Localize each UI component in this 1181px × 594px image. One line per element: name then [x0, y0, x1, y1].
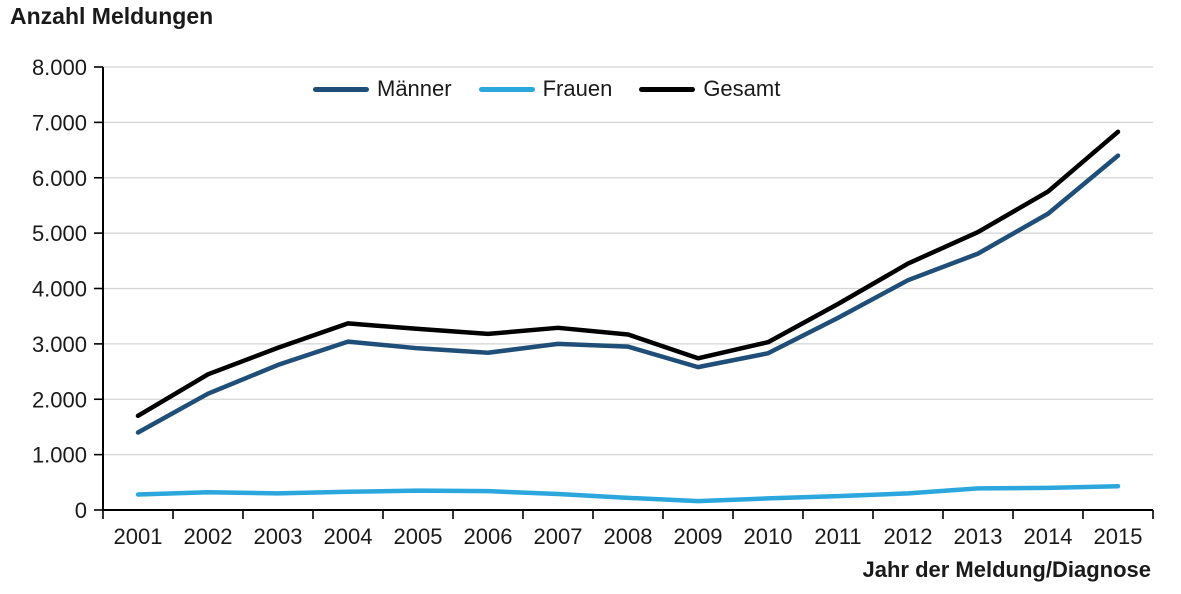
x-axis-title: Jahr der Meldung/Diagnose — [862, 557, 1152, 582]
y-tick-label: 2.000 — [32, 387, 87, 412]
x-tick-label: 2004 — [324, 524, 373, 549]
legend-item-gesamt: Gesamt — [639, 76, 780, 102]
y-tick-label: 5.000 — [32, 221, 87, 246]
series-line-gesamt — [135, 129, 1121, 419]
x-tick-label: 2009 — [674, 524, 723, 549]
legend-label: Frauen — [542, 76, 613, 101]
x-tick-label: 2011 — [814, 524, 861, 549]
y-tick-label: 8.000 — [32, 55, 87, 80]
x-tick-label: 2013 — [954, 524, 1003, 549]
legend-line-swatch-icon — [639, 86, 696, 92]
y-tick-label: 4.000 — [32, 277, 87, 302]
x-tick-label: 2006 — [464, 524, 513, 549]
x-tick-label: 2012 — [884, 524, 933, 549]
y-tick-label: 6.000 — [32, 166, 87, 191]
x-tick-label: 2005 — [394, 524, 443, 549]
legend-label: Gesamt — [703, 76, 781, 101]
legend-line-swatch-icon — [478, 86, 535, 92]
x-tick-label: 2003 — [254, 524, 303, 549]
legend-item-frauen: Frauen — [478, 76, 613, 102]
series-line-frauen — [135, 483, 1121, 504]
legend-label: Männer — [377, 76, 452, 101]
y-tick-label: 0 — [75, 498, 87, 523]
legend-line-swatch-icon — [313, 86, 369, 92]
y-tick-label: 1.000 — [32, 443, 87, 468]
x-tick-label: 2001 — [114, 524, 163, 549]
x-tick-label: 2008 — [604, 524, 653, 549]
y-tick-label: 3.000 — [32, 332, 87, 357]
series-line-männer — [135, 153, 1121, 435]
chart-title: Anzahl Meldungen — [10, 3, 214, 29]
x-tick-label: 2015 — [1094, 524, 1143, 549]
x-tick-label: 2014 — [1024, 524, 1073, 549]
x-tick-label: 2002 — [184, 524, 233, 549]
x-tick-label: 2010 — [744, 524, 793, 549]
legend: Männer Frauen Gesamt — [313, 76, 780, 102]
x-tick-label: 2007 — [534, 524, 583, 549]
y-tick-label: 7.000 — [32, 110, 87, 135]
legend-item-männer: Männer — [313, 76, 452, 102]
